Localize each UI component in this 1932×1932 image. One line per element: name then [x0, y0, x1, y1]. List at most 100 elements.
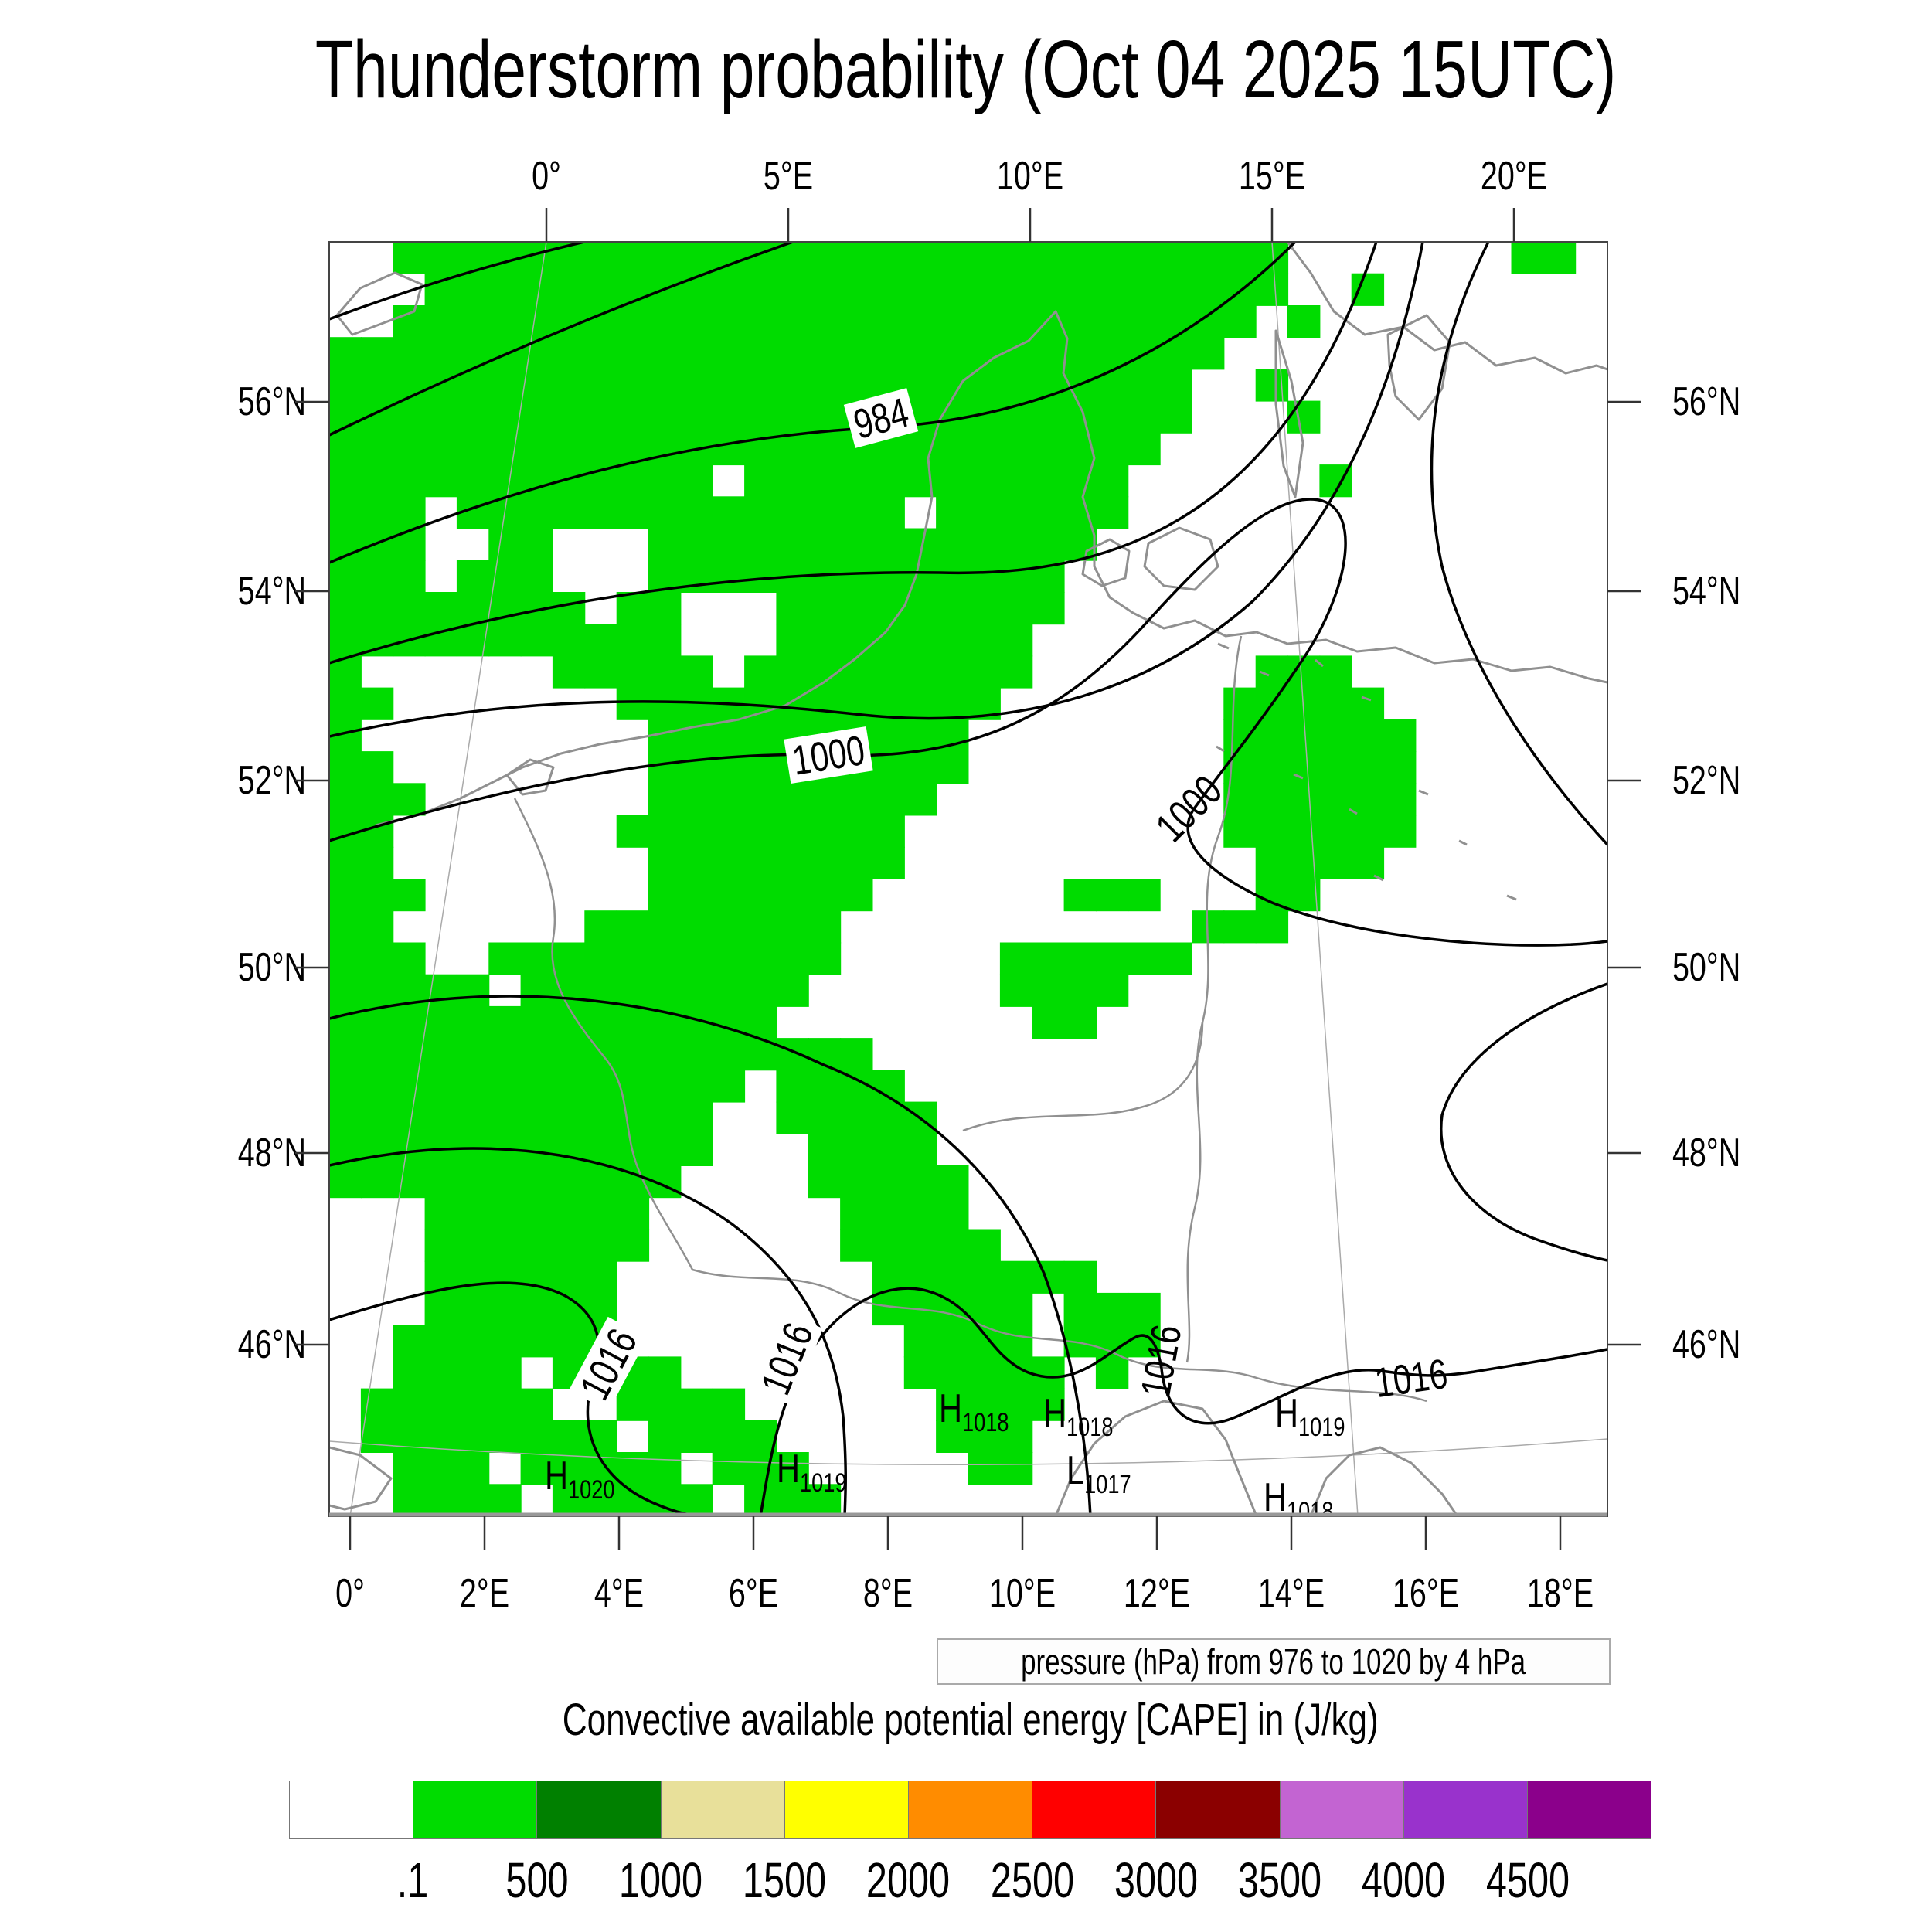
cape-green-cell: [840, 337, 873, 370]
cape-green-cell: [808, 400, 842, 434]
cape-green-cell: [712, 719, 746, 753]
axis-tick-label-right-text: 54°N: [1672, 569, 1741, 614]
cape-green-cell: [840, 1101, 873, 1134]
svg-text:1000: 1000: [1147, 767, 1231, 851]
cape-green-cell: [744, 528, 777, 561]
cape-green-cell: [1128, 369, 1161, 402]
isobar-label: 1000: [784, 726, 873, 784]
cape-green-cell: [712, 528, 746, 561]
cape-green-cell: [424, 1005, 457, 1039]
cape-green-cell: [1063, 879, 1097, 912]
cape-green-cell: [903, 783, 937, 816]
cape-green-cell: [840, 879, 873, 912]
cape-green-cell: [360, 464, 394, 498]
isobar-996: [1430, 242, 1607, 846]
cape-green-cell: [840, 655, 873, 689]
cape-green-cell: [1319, 815, 1352, 848]
country-border: [1185, 635, 1243, 1363]
cape-green-cell: [1032, 1356, 1065, 1389]
cape-green-cell: [1095, 400, 1129, 434]
cape-green-cell: [616, 1070, 650, 1103]
cape-green-cell: [999, 242, 1033, 274]
cape-green-cell: [872, 1133, 905, 1166]
cape-green-cell: [616, 592, 650, 625]
cape-green-cell: [872, 815, 905, 848]
cape-green-cell: [1032, 337, 1065, 370]
cape-green-cell: [360, 337, 394, 370]
cape-green-cell: [329, 1038, 362, 1071]
cape-green-cell: [520, 974, 553, 1007]
cape-green-cell: [616, 1452, 650, 1485]
cape-green-cell: [1032, 592, 1065, 625]
cape-green-cell: [744, 942, 777, 975]
cape-green-cell: [584, 655, 617, 689]
cape-green-cell: [680, 655, 713, 689]
cape-green-cell: [456, 624, 490, 657]
cape-green-cell: [393, 1038, 426, 1071]
cape-green-cell: [712, 337, 746, 370]
cape-green-cell: [808, 1070, 842, 1103]
cape-green-cell: [1255, 273, 1289, 306]
cape-green-cell: [968, 560, 1001, 593]
cape-green-cell: [968, 528, 1001, 561]
cape-green-cell: [648, 942, 682, 975]
axis-tick-label-top-text: 20°E: [1480, 154, 1548, 199]
cape-green-cell: [584, 432, 617, 466]
axis-tick-label-bottom-text: 18°E: [1526, 1571, 1594, 1616]
cape-green-cell: [968, 1452, 1001, 1485]
cape-green-cell: [520, 942, 553, 975]
cape-green-cell: [840, 496, 873, 529]
cape-color-cell-3: [661, 1781, 785, 1838]
cape-colorbar-label: .1: [396, 1852, 429, 1908]
cape-green-cell: [776, 432, 809, 466]
cape-green-cell: [999, 942, 1033, 975]
cape-green-cell: [648, 432, 682, 466]
cape-green-cell: [872, 273, 905, 306]
cape-green-cell: [903, 305, 937, 338]
cape-green-cell: [488, 1388, 522, 1421]
cape-green-cell: [744, 910, 777, 944]
cape-green-cell: [936, 369, 969, 402]
cape-green-cell: [488, 1420, 522, 1453]
country-border: [692, 1268, 1427, 1403]
cape-green-cell: [520, 305, 553, 338]
cape-green-cell: [488, 1292, 522, 1326]
cape-green-cell: [1063, 242, 1097, 274]
cape-green-cell: [329, 687, 362, 720]
cape-green-cell: [456, 464, 490, 498]
cape-green-cell: [680, 1420, 713, 1453]
cape-green-cell: [712, 974, 746, 1007]
cape-green-cell: [456, 1005, 490, 1039]
cape-green-cell: [903, 751, 937, 784]
axis-tick-label-bottom-text: 8°E: [862, 1571, 913, 1616]
cape-green-cell: [393, 337, 426, 370]
cape-green-cell: [329, 751, 362, 784]
cape-green-cell: [712, 369, 746, 402]
axis-tick-label-bottom: 10°E: [978, 1570, 1066, 1617]
cape-green-cell: [1095, 879, 1129, 912]
cape-green-cell: [360, 783, 394, 816]
cape-green-cell: [360, 1101, 394, 1134]
cape-green-cell: [1095, 496, 1129, 529]
cape-green-cell: [520, 1388, 553, 1421]
cape-green-cell: [648, 1420, 682, 1453]
cape-green-cell: [903, 719, 937, 753]
cape-green-cell: [1095, 942, 1129, 975]
axis-tick-label-bottom-text: 14°E: [1257, 1571, 1325, 1616]
cape-green-cell: [360, 751, 394, 784]
cape-green-cell: [840, 783, 873, 816]
cape-green-cell: [1063, 974, 1097, 1007]
cape-green-cell: [744, 400, 777, 434]
svg-text:1000: 1000: [789, 727, 868, 784]
cape-green-cell: [1255, 846, 1289, 879]
cape-green-cell: [968, 1325, 1001, 1358]
cape-green-cell: [329, 592, 362, 625]
cape-green-cell: [903, 1229, 937, 1262]
cape-green-cell: [552, 1260, 586, 1294]
cape-green-cell: [584, 1101, 617, 1134]
cape-green-cell: [552, 273, 586, 306]
cape-green-cell: [424, 1452, 457, 1485]
cape-green-cell: [648, 783, 682, 816]
cape-green-cell: [936, 464, 969, 498]
cape-green-cell: [776, 1038, 809, 1071]
